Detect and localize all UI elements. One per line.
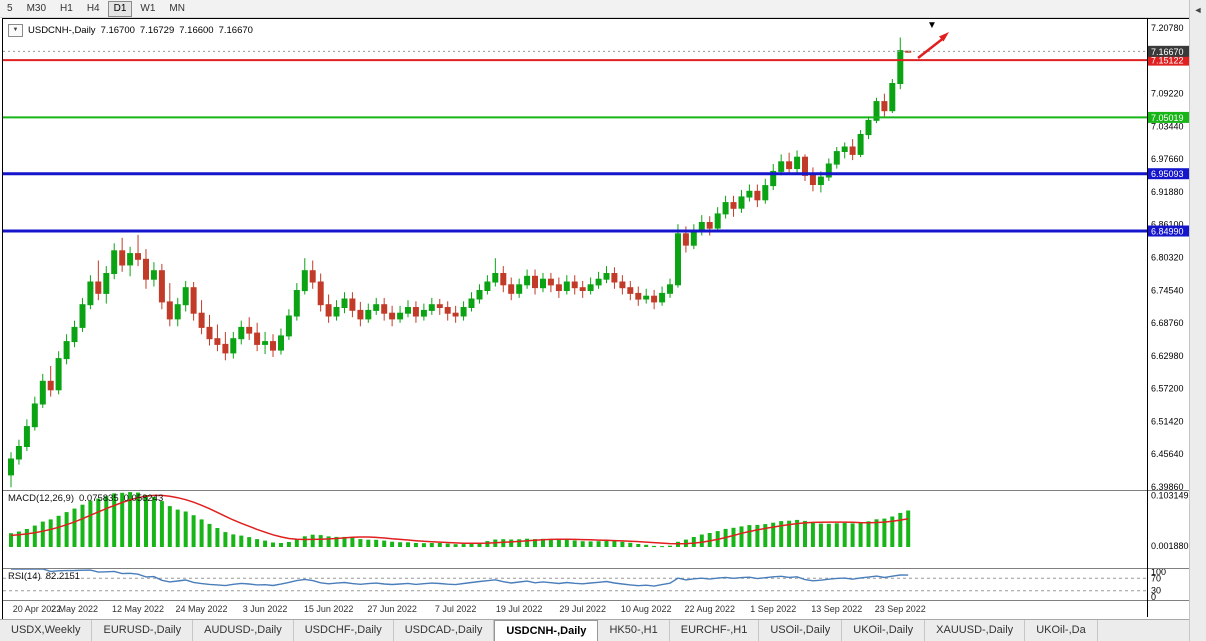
- tab-ukoil-daily[interactable]: UKOil-,Daily: [842, 620, 926, 641]
- tab-xauusd-daily[interactable]: XAUUSD-,Daily: [925, 620, 1026, 641]
- svg-text:10 Aug 2022: 10 Aug 2022: [621, 604, 672, 614]
- svg-text:6.91880: 6.91880: [1151, 187, 1184, 197]
- timeframe-toolbar: 5 M30 H1 H4 D1 W1 MN: [0, 0, 1206, 18]
- timeframe-button-d1[interactable]: D1: [107, 0, 133, 17]
- chart-panel: 7.20780 7.09220 7.03440 6.97660 6.91880 6.861…: [2, 18, 1205, 620]
- svg-text:0.001880: 0.001880: [1151, 541, 1189, 551]
- tab-audusd-daily[interactable]: AUDUSD-,Daily: [193, 620, 294, 641]
- bid-price-line: 7.16670: [3, 45, 1201, 57]
- svg-text:7.05019: 7.05019: [1151, 113, 1184, 123]
- svg-text:6.97660: 6.97660: [1151, 154, 1184, 164]
- top-marker-annotation: ▼: [927, 20, 937, 31]
- svg-text:7.16670: 7.16670: [1151, 47, 1184, 57]
- svg-text:19 Jul 2022: 19 Jul 2022: [496, 604, 543, 614]
- timeframe-button-5[interactable]: 5: [7, 2, 13, 14]
- svg-text:1 Sep 2022: 1 Sep 2022: [750, 604, 796, 614]
- macd-signal-line: [10, 494, 909, 545]
- svg-text:6.51420: 6.51420: [1151, 416, 1184, 426]
- timeframe-button-h4[interactable]: H4: [86, 2, 100, 14]
- svg-text:70: 70: [1151, 573, 1161, 583]
- tab-usdcnh-daily[interactable]: USDCNH-,Daily: [494, 620, 599, 641]
- svg-text:7.09220: 7.09220: [1151, 89, 1184, 99]
- svg-text:13 Sep 2022: 13 Sep 2022: [811, 604, 862, 614]
- svg-text:20 Apr 2022: 20 Apr 2022: [13, 604, 62, 614]
- svg-text:6.95093: 6.95093: [1151, 169, 1184, 179]
- svg-text:6.74540: 6.74540: [1151, 285, 1184, 295]
- svg-text:6.57200: 6.57200: [1151, 384, 1184, 394]
- tab-eurchf-h1[interactable]: EURCHF-,H1: [670, 620, 760, 641]
- rsi-level-lines: [3, 577, 1147, 592]
- svg-text:6.80320: 6.80320: [1151, 253, 1184, 263]
- timeframe-button-w1[interactable]: W1: [140, 2, 156, 14]
- svg-text:22 Aug 2022: 22 Aug 2022: [684, 604, 735, 614]
- timeframe-button-mn[interactable]: MN: [169, 2, 185, 14]
- svg-text:100: 100: [1151, 567, 1166, 577]
- svg-text:0.103149: 0.103149: [1151, 490, 1189, 500]
- svg-text:23 Sep 2022: 23 Sep 2022: [875, 604, 926, 614]
- svg-text:3 Jun 2022: 3 Jun 2022: [243, 604, 288, 614]
- svg-text:7 Jul 2022: 7 Jul 2022: [435, 604, 477, 614]
- svg-text:2 May 2022: 2 May 2022: [51, 604, 98, 614]
- svg-text:27 Jun 2022: 27 Jun 2022: [367, 604, 417, 614]
- candlestick-series: [8, 37, 912, 488]
- tab-usoil-daily[interactable]: USOil-,Daily: [759, 620, 843, 641]
- timeframe-button-h1[interactable]: H1: [60, 2, 73, 14]
- tab-eurusd-daily[interactable]: EURUSD-,Daily: [92, 620, 194, 641]
- rsi-line: [11, 568, 909, 587]
- price-axis-labels: 7.20780 7.09220 7.03440 6.97660 6.91880 6.861…: [1151, 23, 1184, 492]
- svg-text:6.45640: 6.45640: [1151, 449, 1184, 459]
- tab-usdcad-daily[interactable]: USDCAD-,Daily: [394, 620, 495, 641]
- svg-text:24 May 2022: 24 May 2022: [176, 604, 228, 614]
- pane-separators: [3, 19, 1202, 617]
- svg-text:12 May 2022: 12 May 2022: [112, 604, 164, 614]
- trend-arrow-annotation[interactable]: [917, 32, 949, 59]
- symbol-tab-bar: USDX,Weekly EURUSD-,Daily AUDUSD-,Daily USD…: [0, 619, 1206, 641]
- svg-text:29 Jul 2022: 29 Jul 2022: [559, 604, 606, 614]
- svg-text:7.20780: 7.20780: [1151, 23, 1184, 33]
- svg-text:6.62980: 6.62980: [1151, 351, 1184, 361]
- timeframe-button-m30[interactable]: M30: [26, 2, 47, 14]
- svg-text:6.68760: 6.68760: [1151, 318, 1184, 328]
- svg-text:6.86100: 6.86100: [1151, 220, 1184, 230]
- chart-canvas[interactable]: 7.20780 7.09220 7.03440 6.97660 6.91880 6.861…: [3, 19, 1202, 617]
- svg-text:30: 30: [1151, 586, 1161, 596]
- symbol-dropdown-icon[interactable]: ▼: [8, 24, 23, 37]
- svg-text:7.03440: 7.03440: [1151, 121, 1184, 131]
- tabs-scroll-left-button[interactable]: ◄: [1189, 0, 1206, 641]
- support-resistance-lines[interactable]: 7.15122 7.05019 6.95093 6.84990: [3, 54, 1201, 237]
- svg-text:15 Jun 2022: 15 Jun 2022: [304, 604, 354, 614]
- macd-axis-labels: 0.103149 0.001880: [1151, 490, 1189, 551]
- svg-text:6.84990: 6.84990: [1151, 227, 1184, 237]
- svg-text:6.39860: 6.39860: [1151, 482, 1184, 492]
- tab-usdx-weekly[interactable]: USDX,Weekly: [0, 620, 93, 641]
- tab-hk50-h1[interactable]: HK50-,H1: [598, 620, 670, 641]
- macd-histogram: [9, 492, 911, 548]
- tab-usdchf-daily[interactable]: USDCHF-,Daily: [294, 620, 394, 641]
- svg-text:0: 0: [1151, 592, 1156, 602]
- svg-text:7.15122: 7.15122: [1151, 56, 1184, 66]
- tab-ukoil-da[interactable]: UKOil-,Da: [1025, 620, 1098, 641]
- svg-text:▼: ▼: [927, 20, 937, 31]
